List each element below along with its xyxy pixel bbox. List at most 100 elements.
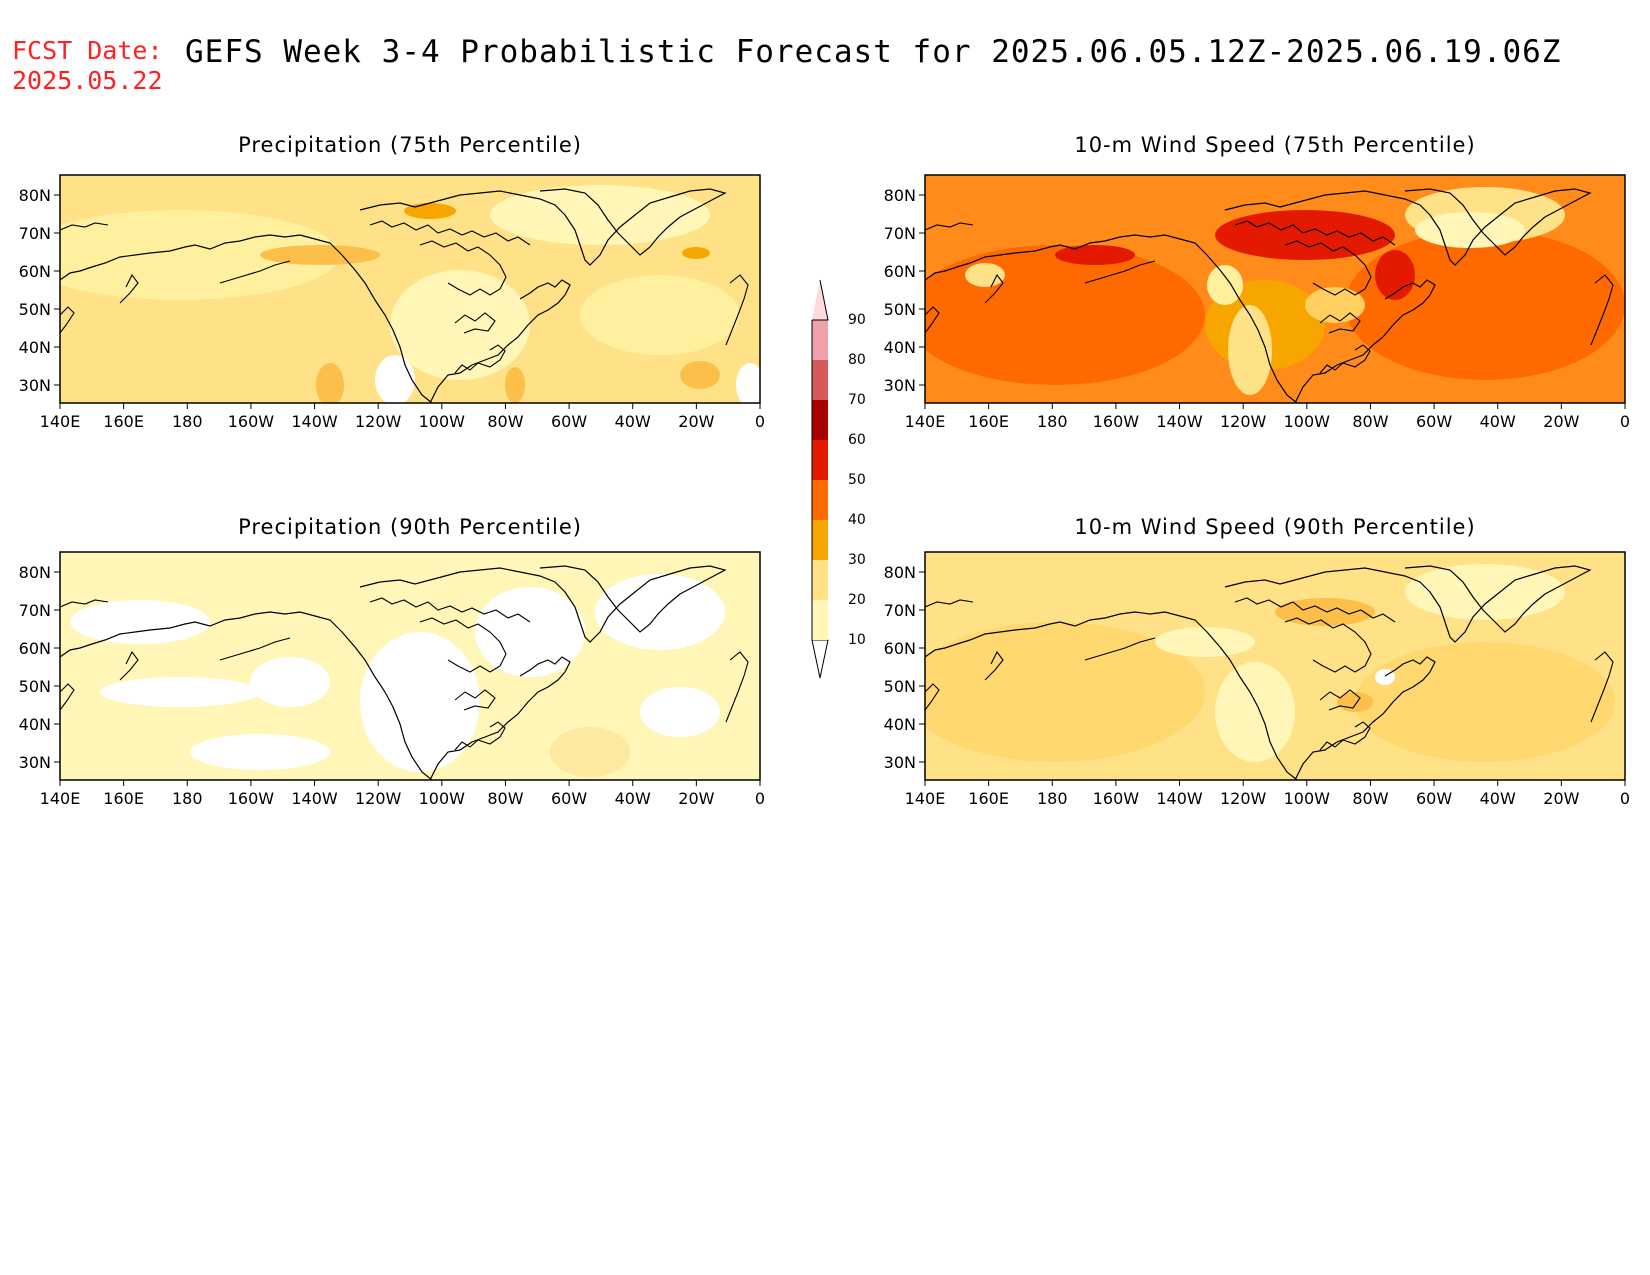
- colorbar-swatch: [812, 520, 828, 560]
- lon-tick-label: 40W: [1480, 789, 1516, 808]
- lon-tick-label: 60W: [551, 789, 587, 808]
- lon-tick-label: 120W: [355, 412, 402, 431]
- lon-tick-label: 140W: [1156, 412, 1203, 431]
- panel-title-wind-75: 10-m Wind Speed (75th Percentile): [1074, 133, 1476, 157]
- lat-tick-label: 80N: [884, 563, 916, 582]
- panel-title-precip-90: Precipitation (90th Percentile): [238, 515, 582, 539]
- lon-tick-label: 180: [1037, 789, 1068, 808]
- lon-tick-label: 20W: [678, 412, 714, 431]
- lon-tick-label: 80W: [1352, 789, 1388, 808]
- lon-tick-label: 40W: [615, 789, 651, 808]
- lon-tick-label: 60W: [551, 412, 587, 431]
- axis-labels: 80N 70N 60N 50N 40N 30N 140E 160E 180 160W 140W 120…: [19, 186, 1630, 808]
- lat-tick-label: 40N: [19, 715, 51, 734]
- panel-title-precip-75: Precipitation (75th Percentile): [238, 133, 582, 157]
- lat-tick-label: 30N: [884, 376, 916, 395]
- colorbar-label: 70: [848, 392, 866, 408]
- lon-tick-label: 120W: [355, 789, 402, 808]
- lat-tick-label: 30N: [19, 376, 51, 395]
- colorbar-label: 40: [848, 512, 866, 528]
- page-title: GEFS Week 3-4 Probabilistic Forecast for…: [185, 34, 1562, 70]
- lat-tick-label: 60N: [19, 639, 51, 658]
- forecast-date-label: FCST Date:: [12, 36, 163, 65]
- lat-tick-label: 60N: [884, 262, 916, 281]
- colorbar-label: 20: [848, 592, 866, 608]
- lon-tick-label: 80W: [487, 789, 523, 808]
- lon-tick-label: 80W: [1352, 412, 1388, 431]
- colorbar-swatch: [812, 440, 828, 480]
- lon-tick-label: 20W: [678, 789, 714, 808]
- lon-tick-label: 60W: [1416, 789, 1452, 808]
- lat-tick-label: 40N: [884, 338, 916, 357]
- colorbar-label: 50: [848, 472, 866, 488]
- lat-tick-label: 50N: [19, 677, 51, 696]
- lon-tick-label: 100W: [1284, 412, 1331, 431]
- lat-tick-label: 60N: [19, 262, 51, 281]
- lon-tick-label: 40W: [1480, 412, 1516, 431]
- colorbar-swatch: [812, 320, 828, 360]
- lat-tick-label: 80N: [884, 186, 916, 205]
- colorbar-label: 10: [848, 632, 866, 648]
- lon-tick-label: 160E: [968, 789, 1009, 808]
- colorbar: 10 20 30 40 50 60 70 80 90: [811, 279, 866, 679]
- panel-precip-90: [59, 551, 761, 781]
- lon-tick-label: 160E: [103, 412, 144, 431]
- colorbar-label: 80: [848, 352, 866, 368]
- lat-tick-label: 70N: [884, 601, 916, 620]
- lon-tick-label: 100W: [419, 789, 466, 808]
- colorbar-swatch: [812, 560, 828, 600]
- lat-tick-label: 80N: [19, 186, 51, 205]
- lon-tick-label: 140E: [905, 789, 946, 808]
- colorbar-tail: [811, 639, 829, 679]
- lon-tick-label: 180: [1037, 412, 1068, 431]
- lon-tick-label: 0: [1620, 412, 1630, 431]
- lat-tick-label: 50N: [884, 677, 916, 696]
- colorbar-swatch: [812, 400, 828, 440]
- lat-tick-label: 70N: [19, 601, 51, 620]
- forecast-date-block: FCST Date: 2025.05.22: [12, 36, 163, 96]
- lon-tick-label: 160W: [1093, 789, 1140, 808]
- lon-tick-label: 160E: [968, 412, 1009, 431]
- lon-tick-label: 120W: [1220, 789, 1267, 808]
- lon-tick-label: 40W: [615, 412, 651, 431]
- lon-tick-label: 20W: [1543, 789, 1579, 808]
- lat-tick-label: 40N: [19, 338, 51, 357]
- lat-tick-label: 50N: [884, 300, 916, 319]
- lat-tick-label: 60N: [884, 639, 916, 658]
- lon-tick-label: 160W: [228, 412, 275, 431]
- panel-precip-75: [59, 174, 761, 404]
- lon-tick-label: 180: [172, 412, 203, 431]
- lon-tick-label: 180: [172, 789, 203, 808]
- lon-tick-label: 160W: [228, 789, 275, 808]
- colorbar-arrow: [812, 279, 829, 321]
- lon-tick-label: 100W: [419, 412, 466, 431]
- colorbar-swatch: [812, 360, 828, 400]
- colorbar-label: 60: [848, 432, 866, 448]
- lon-tick-label: 140E: [905, 412, 946, 431]
- panel-title-wind-90: 10-m Wind Speed (90th Percentile): [1074, 515, 1476, 539]
- lon-tick-label: 120W: [1220, 412, 1267, 431]
- lon-tick-label: 60W: [1416, 412, 1452, 431]
- colorbar-swatch: [812, 480, 828, 520]
- colorbar-swatch: [812, 600, 828, 640]
- colorbar-label: 30: [848, 552, 866, 568]
- lon-tick-label: 100W: [1284, 789, 1331, 808]
- lat-tick-label: 50N: [19, 300, 51, 319]
- lat-tick-label: 70N: [19, 224, 51, 243]
- lon-tick-label: 0: [755, 412, 765, 431]
- lon-tick-label: 140W: [1156, 789, 1203, 808]
- lon-tick-label: 140W: [291, 789, 338, 808]
- panel-wind-75: [924, 174, 1626, 404]
- lon-tick-label: 140E: [40, 789, 81, 808]
- panel-wind-90: [924, 551, 1626, 781]
- lon-tick-label: 20W: [1543, 412, 1579, 431]
- lat-tick-label: 30N: [19, 753, 51, 772]
- lon-tick-label: 160W: [1093, 412, 1140, 431]
- lon-tick-label: 0: [1620, 789, 1630, 808]
- lat-tick-label: 30N: [884, 753, 916, 772]
- lon-tick-label: 140W: [291, 412, 338, 431]
- lon-tick-label: 0: [755, 789, 765, 808]
- colorbar-label: 90: [848, 312, 866, 328]
- lon-tick-label: 140E: [40, 412, 81, 431]
